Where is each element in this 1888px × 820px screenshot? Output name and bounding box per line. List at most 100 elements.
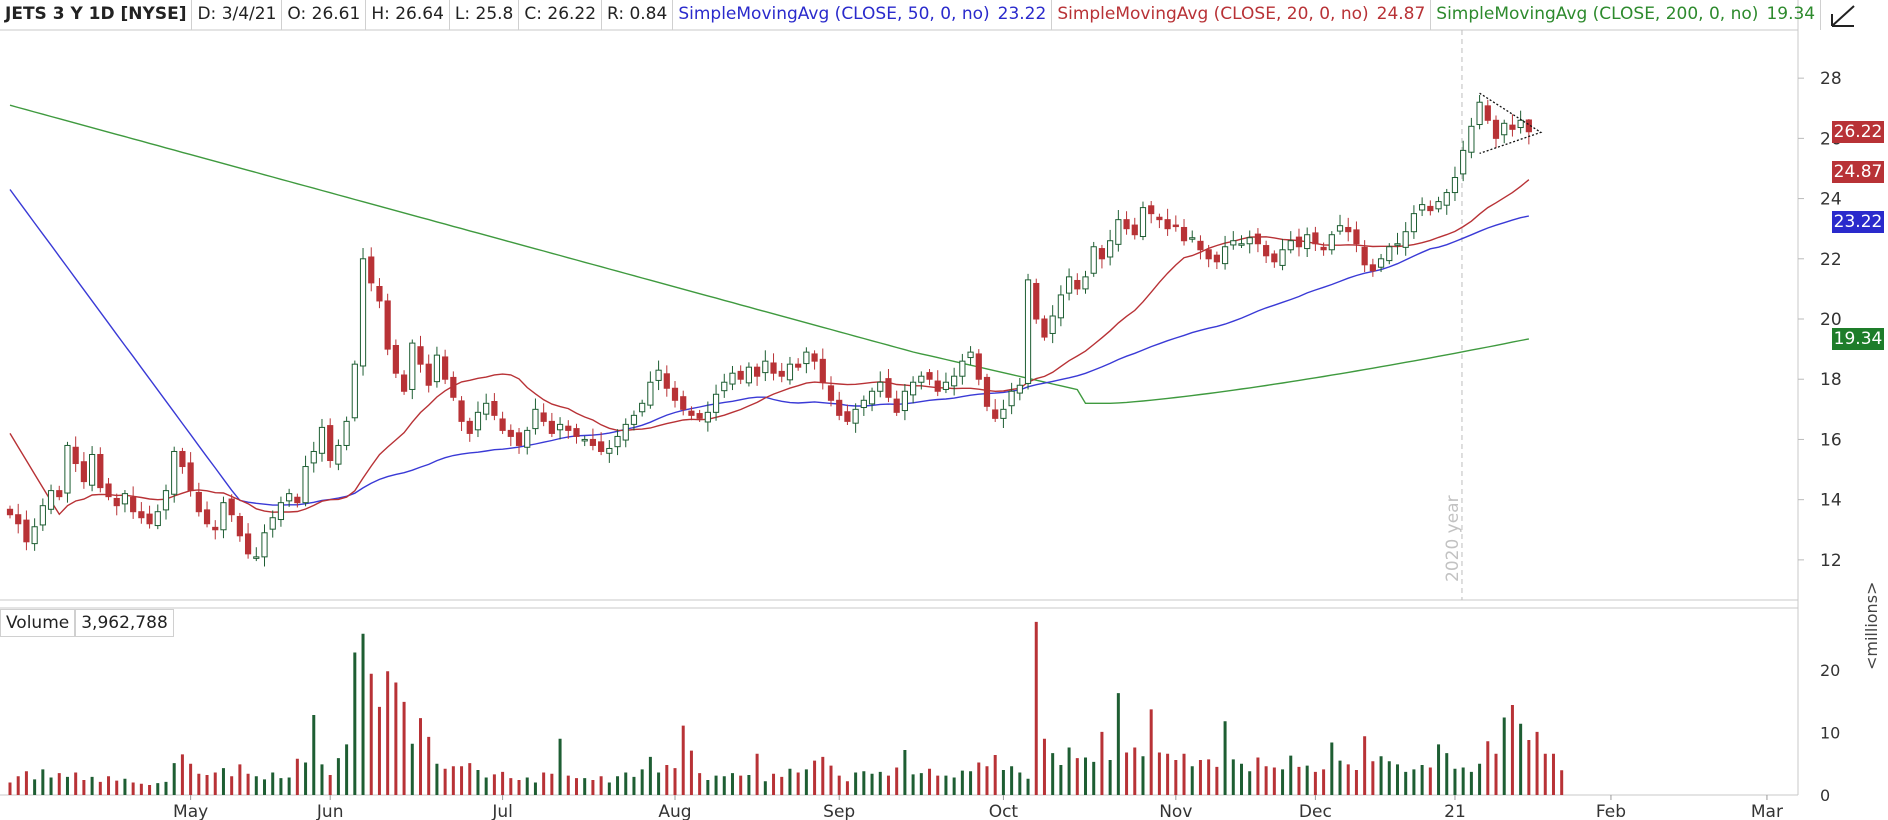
candle-body <box>23 519 30 543</box>
candle-body <box>1041 318 1048 338</box>
volume-bar <box>665 765 669 795</box>
volume-bar <box>542 772 546 795</box>
candle-body <box>121 493 129 505</box>
candle-body <box>302 466 309 504</box>
volume-bar <box>1519 723 1523 795</box>
candle-body <box>951 375 958 387</box>
candle-body <box>1271 253 1278 263</box>
volume-bar <box>427 736 431 795</box>
volume-bar <box>862 771 866 795</box>
sma200-price-badge: 19.34 <box>1832 327 1884 350</box>
candle-body <box>598 441 605 452</box>
candle-body <box>392 345 399 374</box>
volume-bar <box>1404 771 1408 795</box>
price-tick-label: 16 <box>1820 430 1842 450</box>
chart-header: JETS 3 Y 1D [NYSE] D: 3/4/21 O: 26.61 H:… <box>0 0 1822 30</box>
volume-series <box>8 621 1564 795</box>
candle-body <box>376 285 383 302</box>
symbol-label[interactable]: JETS 3 Y 1D [NYSE] <box>0 0 193 30</box>
candle-body <box>171 450 178 495</box>
volume-bar <box>328 775 332 795</box>
volume-bar <box>919 773 923 795</box>
volume-bar <box>1289 755 1293 795</box>
candle-body <box>745 366 752 384</box>
volume-bar <box>566 775 570 795</box>
volume-bar <box>928 768 932 795</box>
volume-bar <box>410 743 414 795</box>
candle-body <box>1312 232 1319 245</box>
volume-bar <box>517 780 521 795</box>
volume-bar <box>1084 757 1088 795</box>
volume-bar <box>98 781 102 795</box>
sma20-study-label[interactable]: SimpleMovingAvg (CLOSE, 20, 0, no) <box>1057 4 1369 24</box>
volume-bar <box>977 762 981 795</box>
candle-body <box>507 429 514 437</box>
volume-bar <box>1551 753 1555 795</box>
time-tick-label: 21 <box>1444 802 1466 820</box>
candle-body <box>573 428 580 437</box>
volume-bar <box>107 776 111 795</box>
drawing-tool-icon[interactable] <box>1828 2 1858 28</box>
candle-body <box>688 410 695 416</box>
candle-body <box>1451 177 1459 194</box>
candle-body <box>368 256 375 284</box>
candle-body <box>581 438 588 442</box>
candle-body <box>294 496 301 504</box>
volume-bar <box>1264 766 1268 795</box>
candle-body <box>1320 246 1327 251</box>
price-tick-label: 18 <box>1820 370 1842 390</box>
candle-body <box>589 438 597 446</box>
candle-body <box>1443 192 1450 206</box>
volume-bar <box>698 773 702 795</box>
volume-bar <box>1215 766 1219 795</box>
candle-body <box>236 516 243 537</box>
sma200-study-value: 19.34 <box>1761 0 1822 30</box>
candle-body <box>1377 258 1385 268</box>
volume-bar <box>361 633 365 795</box>
volume-bar <box>533 782 537 795</box>
candle-body <box>1460 149 1467 175</box>
candle-body <box>343 420 350 446</box>
volume-bar <box>763 781 767 795</box>
candle-body <box>491 401 498 416</box>
volume-bar <box>591 780 595 795</box>
candle-body <box>852 408 859 424</box>
volume-label[interactable]: Volume <box>0 609 76 637</box>
sma50-study-label[interactable]: SimpleMovingAvg (CLOSE, 50, 0, no) <box>678 4 990 24</box>
candle-body <box>967 351 974 359</box>
sma200-line <box>9 104 1530 404</box>
volume-header: Volume 3,962,788 <box>0 609 174 637</box>
sma20-price-badge: 24.87 <box>1832 161 1884 184</box>
volume-bar <box>583 778 587 795</box>
sma200-series <box>9 104 1530 404</box>
candle-body <box>639 402 646 413</box>
volume-bar <box>845 781 849 795</box>
volume-bar <box>936 775 940 795</box>
volume-bar <box>1469 771 1473 795</box>
volume-bar <box>837 775 841 795</box>
volume-bar <box>550 773 554 795</box>
triangle-pattern-line <box>1479 92 1543 155</box>
volume-bar <box>821 756 825 795</box>
sma200-study-label[interactable]: SimpleMovingAvg (CLOSE, 200, 0, no) <box>1436 4 1759 24</box>
candle-body <box>910 381 917 396</box>
candle-body <box>203 509 211 525</box>
volume-bar <box>1231 759 1235 795</box>
candle-body <box>450 376 457 398</box>
candle-body <box>1098 248 1106 260</box>
candle-body <box>1090 246 1097 274</box>
candle-body <box>836 399 843 416</box>
volume-bar <box>944 775 948 795</box>
volume-bar <box>197 773 201 795</box>
volume-bar <box>1116 693 1120 795</box>
volume-bar <box>271 772 275 795</box>
volume-bar <box>854 772 858 795</box>
time-tick-label: Mar <box>1751 802 1783 820</box>
volume-bar <box>689 750 693 795</box>
candle-body <box>1386 246 1393 262</box>
candle-body <box>1402 231 1409 248</box>
candle-body <box>1492 119 1500 139</box>
candle-body <box>458 400 465 422</box>
candle-body <box>1246 237 1253 245</box>
